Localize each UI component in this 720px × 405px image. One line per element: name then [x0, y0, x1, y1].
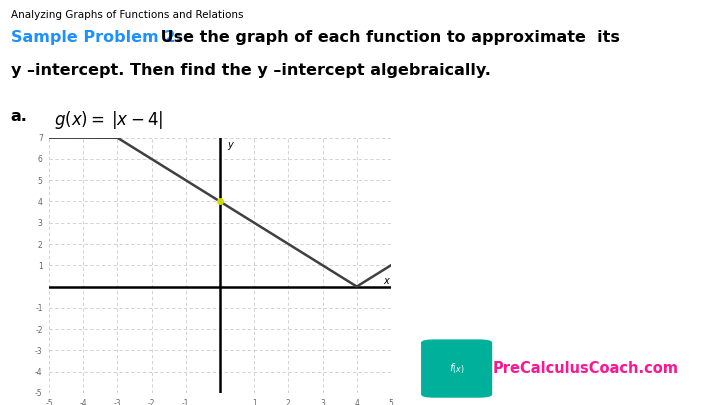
Text: y: y	[228, 140, 233, 150]
Text: Sample Problem 2:: Sample Problem 2:	[11, 30, 181, 45]
Text: y –intercept. Then find the y –intercept algebraically.: y –intercept. Then find the y –intercept…	[11, 63, 490, 78]
Text: Analyzing Graphs of Functions and Relations: Analyzing Graphs of Functions and Relati…	[11, 10, 243, 20]
Text: $f_{(x)}$: $f_{(x)}$	[449, 361, 464, 376]
Text: PreCalculusCoach.com: PreCalculusCoach.com	[492, 361, 678, 376]
Text: Use the graph of each function to approximate  its: Use the graph of each function to approx…	[155, 30, 620, 45]
Text: a.: a.	[11, 109, 27, 124]
Text: x: x	[384, 276, 390, 286]
FancyBboxPatch shape	[421, 339, 492, 398]
Text: $g(x) = \:|x - 4|$: $g(x) = \:|x - 4|$	[54, 109, 163, 131]
